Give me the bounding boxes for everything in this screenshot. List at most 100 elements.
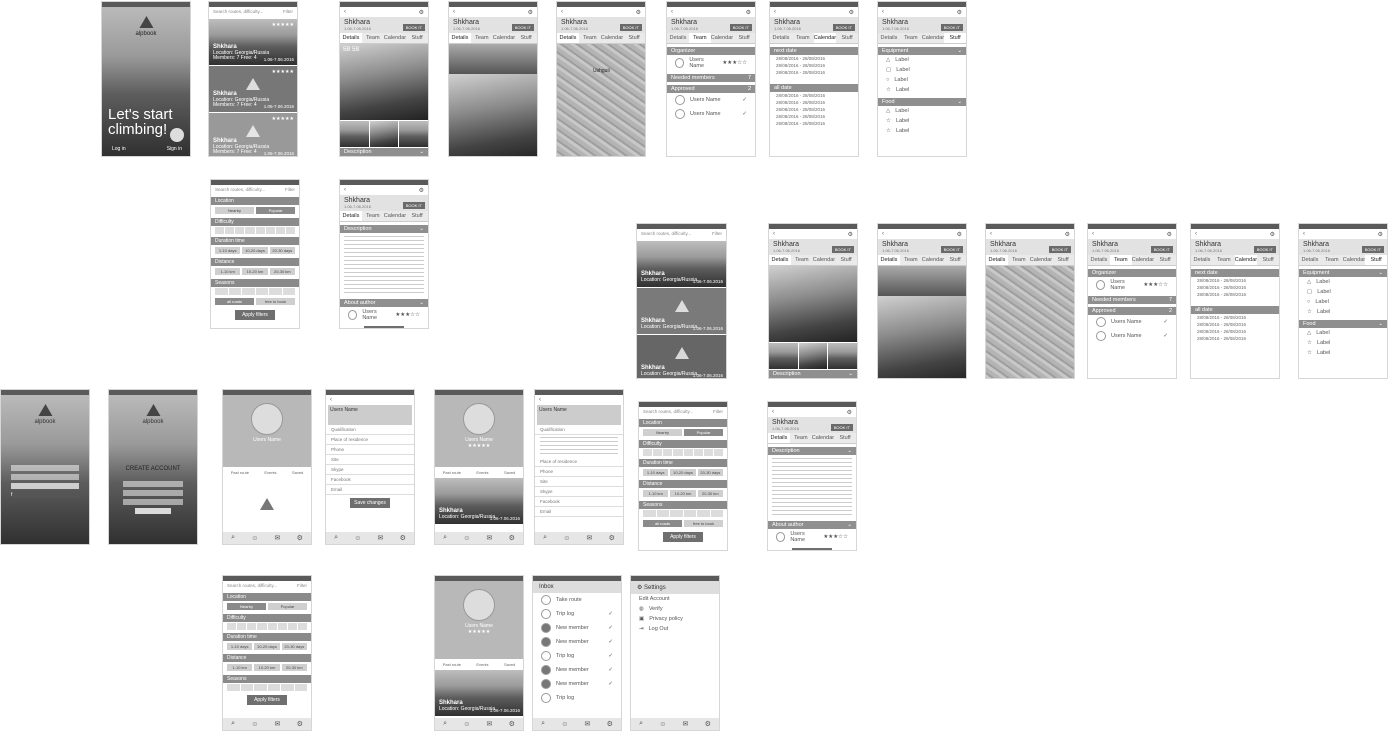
book-button[interactable]: BOOK IT — [511, 24, 534, 31]
route-details-screen-3: ‹ ⚙ Shkhara 1.06-7.06.2016 BOOK IT Details T… — [768, 223, 858, 379]
popular-toggle[interactable]: Popular — [256, 207, 295, 214]
lock-icon: ▣ — [639, 616, 645, 622]
gear-icon[interactable]: ⚙ — [296, 535, 303, 542]
stuff-screen: ‹ ⚙ Shkhara 1.06-7.06.2016 BOOK IT Details T… — [877, 1, 967, 157]
list-item[interactable]: New member ✓ — [533, 677, 621, 691]
stuff-screen-2: ‹ ⚙ Shkhara 1.06-7.06.2016 BOOK IT Details T… — [1298, 223, 1388, 379]
avatar[interactable] — [251, 403, 283, 435]
list-item[interactable]: Take route — [533, 593, 621, 607]
route-photo: 5B 5B — [340, 44, 428, 120]
back-icon[interactable]: ‹ — [561, 9, 563, 15]
next-button[interactable] — [170, 128, 184, 142]
settings-icon[interactable]: ⚙ — [418, 9, 424, 16]
list-item[interactable]: Trip log ✓ — [533, 607, 621, 621]
avatar — [675, 109, 685, 119]
chevron-down-icon[interactable]: ⌄ — [419, 149, 424, 155]
tab-calendar[interactable]: Calendar — [383, 35, 407, 41]
profile-icon[interactable]: ☺ — [251, 534, 259, 542]
description-screen: ‹ ⚙ Shkhara 1.06-7.06.2016 BOOK IT Details T… — [339, 179, 429, 329]
apply-filters-button[interactable]: Apply filters — [247, 695, 287, 705]
route-map-screen: ‹ ⚙ Shkhara 1.06-7.06.2016 BOOK IT Details T… — [556, 1, 646, 157]
filters-screen-3: Search routes, difficulty... Filter Locat… — [222, 575, 312, 731]
avatar — [675, 58, 685, 68]
route-card[interactable]: Shkhara Location: Georgia/Russia 1.06-7.06… — [637, 241, 726, 287]
rope-icon: ○ — [886, 77, 890, 83]
profile-info-screen: ‹ Users Name Qualification Place of resi… — [534, 389, 624, 545]
settings-icon[interactable]: ⚙ — [527, 9, 533, 16]
profile-screen: Users Name ★★★★★ Past route Events Saved Sh… — [434, 389, 524, 545]
gear-icon: ⚙ — [637, 585, 645, 591]
list-item[interactable]: New member ✓ — [533, 663, 621, 677]
apply-filters-button[interactable]: Apply filters — [235, 310, 275, 320]
app-logo: alpbook — [34, 404, 56, 425]
facebook-icon[interactable]: f — [11, 492, 79, 498]
route-card[interactable]: ★★★★★ Shkhara Location: Georgia/Russia Memb… — [209, 19, 297, 65]
tent-icon: △ — [886, 57, 891, 63]
back-icon[interactable]: ‹ — [453, 9, 455, 15]
routes-list-screen: Search routes, difficulty... Filter ★★★★★… — [208, 1, 298, 157]
edit-profile-screen: ‹ Users Name Qualification Place of resi… — [325, 389, 415, 545]
profile-empty-screen: Users Name Past route Events Saved ⌕ ☺ ✉ ⚙ — [222, 389, 312, 545]
settings-icon[interactable]: ⚙ — [635, 9, 641, 16]
create-account-button[interactable] — [135, 508, 171, 514]
list-item[interactable]: New member ✓ — [533, 635, 621, 649]
create-account-title: CREATE ACCOUNT — [125, 466, 181, 472]
check-icon: ✓ — [742, 111, 747, 117]
logout-icon: ⇥ — [639, 626, 644, 632]
save-changes-button[interactable]: Save changes — [350, 498, 390, 508]
route-card[interactable]: Shkhara Location: Georgia/Russia 1.06-7.06… — [637, 335, 726, 378]
app-logo: alpbook — [142, 404, 164, 425]
inbox-icon[interactable]: ✉ — [274, 535, 281, 542]
route-details-screen-2: ‹ ⚙ Shkhara 1.06-7.06.2016 BOOK IT Details T… — [448, 1, 538, 157]
team-screen: ‹ ⚙ Shkhara 1.06-7.06.2016 BOOK IT Details T… — [666, 1, 756, 157]
submit-review-button[interactable]: submit review — [364, 326, 404, 328]
description-screen-2: ‹ ⚙ Shkhara 1.06-7.06.2016 BOOK IT Details T… — [767, 401, 857, 551]
submit-review-button[interactable]: submit review — [792, 548, 832, 550]
route-card[interactable]: Shkhara Location: Georgia/Russia 1.06-7.06… — [637, 288, 726, 334]
app-logo: alpbook — [135, 16, 157, 37]
book-button[interactable]: BOOK IT — [402, 24, 425, 31]
login-screen: alpbook f — [0, 389, 90, 545]
avatar — [675, 95, 685, 105]
back-icon[interactable]: ‹ — [344, 9, 346, 15]
route-map-screen-2: ‹ ⚙ Shkhara 1.06-7.06.2016 BOOK IT Details T… — [985, 223, 1075, 379]
edit-account-item[interactable]: Edit Account — [639, 596, 670, 602]
backpack-icon: ▢ — [886, 67, 892, 73]
verify-item[interactable]: ◍ Verify — [639, 606, 663, 612]
privacy-item[interactable]: ▣ Privacy policy — [639, 616, 683, 622]
filter-button[interactable]: Filter — [283, 9, 293, 14]
email-field[interactable] — [11, 465, 79, 471]
settings-screen: ⚙ Settings Edit Account ◍ Verify ▣ Privacy… — [630, 575, 720, 731]
team-screen-2: ‹ ⚙ Shkhara 1.06-7.06.2016 BOOK IT Details T… — [1087, 223, 1177, 379]
star-icon: ☆ — [886, 87, 891, 93]
search-input[interactable]: Search routes, difficulty... — [213, 9, 264, 14]
inbox-title: Inbox — [533, 581, 621, 593]
routes-list-screen-2: Search routes, difficulty... Filter Shkha… — [636, 223, 727, 379]
list-item[interactable]: Trip log ✓ — [533, 649, 621, 663]
apply-filters-button[interactable]: Apply filters — [663, 532, 703, 542]
calendar-screen-2: ‹ ⚙ Shkhara 1.06-7.06.2016 BOOK IT Details T… — [1190, 223, 1280, 379]
login-button[interactable] — [11, 483, 79, 489]
route-details-screen: ‹ ⚙ Shkhara 1.06-7.06.2016 BOOK IT Details T… — [339, 1, 429, 157]
tab-stuff[interactable]: Stuff — [411, 35, 423, 41]
create-account-screen: alpbook CREATE ACCOUNT — [108, 389, 198, 545]
signin-link[interactable]: Sign in — [166, 146, 182, 152]
logo-icon — [260, 498, 274, 510]
route-card[interactable]: ★★★★★ Shkhara Location: Georgia/Russia Memb… — [209, 66, 297, 112]
tab-details[interactable]: Details — [340, 33, 362, 43]
list-item[interactable]: Trip log — [533, 691, 621, 705]
route-details-screen-4: ‹ ⚙ Shkhara 1.06-7.06.2016 BOOK IT Details T… — [877, 223, 967, 379]
tab-team[interactable]: Team — [366, 35, 380, 41]
signin-screen: alpbook Let's start climbing! Log in Sig… — [101, 1, 191, 157]
search-icon[interactable]: ⌕ — [231, 534, 236, 541]
list-item[interactable]: New member ✓ — [533, 621, 621, 635]
check-icon: ✓ — [742, 97, 747, 103]
inbox-screen: Inbox Take route Trip log ✓ New member ✓ N… — [532, 575, 622, 731]
calendar-screen: ‹ ⚙ Shkhara 1.06-7.06.2016 BOOK IT Details T… — [769, 1, 859, 157]
route-card[interactable]: ★★★★★ Shkhara Location: Georgia/Russia Memb… — [209, 113, 297, 156]
nearby-toggle[interactable]: Nearby — [215, 207, 254, 214]
map-place-label: Ushguli — [593, 68, 610, 74]
login-link[interactable]: Log in — [112, 146, 126, 152]
password-field[interactable] — [11, 474, 79, 480]
logout-item[interactable]: ⇥ Log Out — [639, 626, 669, 632]
